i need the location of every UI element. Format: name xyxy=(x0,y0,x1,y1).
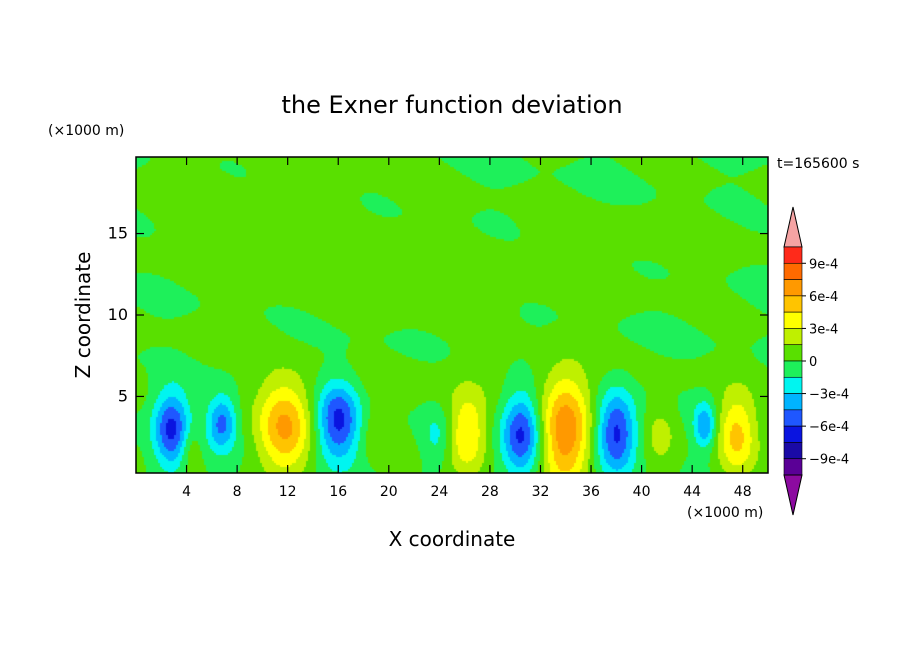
colorbar-label: −6e-4 xyxy=(809,420,849,435)
colorbar-segment xyxy=(783,393,803,411)
colorbar: 9e-4 6e-4 3e-4 0 −3e-4 −6e-4 −9e-4 xyxy=(783,206,849,516)
x-tick-label: 28 xyxy=(481,484,499,500)
colorbar-segment xyxy=(783,344,803,362)
x-axis-ticks: 4 8 12 16 20 24 28 32 36 40 44 48 xyxy=(182,157,752,500)
colorbar-label: 9e-4 xyxy=(809,257,838,272)
x-tick-label: 32 xyxy=(532,484,550,500)
x-tick-label: 16 xyxy=(329,484,347,500)
x-tick-label: 36 xyxy=(582,484,600,500)
colorbar-segment xyxy=(783,279,803,297)
colorbar-label: 3e-4 xyxy=(809,322,838,337)
y-tick-label: 15 xyxy=(108,224,128,243)
x-tick-label: 4 xyxy=(182,484,191,500)
contour-field-canvas xyxy=(136,157,768,473)
colorbar-segment xyxy=(783,376,803,394)
y-axis-label: Z coordinate xyxy=(71,252,95,379)
time-label: t=165600 s xyxy=(777,156,859,172)
colorbar-segment xyxy=(783,311,803,329)
colorbar-segment xyxy=(783,409,803,427)
colorbar-under-triangle xyxy=(783,474,803,516)
colorbar-segment xyxy=(783,262,803,280)
colorbar-segment xyxy=(783,425,803,443)
colorbar-over-triangle xyxy=(783,206,803,248)
x-axis-unit-label: (×1000 m) xyxy=(687,505,763,521)
x-tick-label: 20 xyxy=(380,484,398,500)
y-axis-unit-label: (×1000 m) xyxy=(48,123,124,139)
x-tick-label: 40 xyxy=(633,484,651,500)
x-axis-label: X coordinate xyxy=(389,527,516,551)
colorbar-segment xyxy=(783,295,803,313)
colorbar-label: 0 xyxy=(809,355,817,370)
x-tick-label: 48 xyxy=(734,484,752,500)
colorbar-segment xyxy=(783,442,803,460)
colorbar-segment xyxy=(783,246,803,264)
colorbar-segment xyxy=(783,458,803,476)
chart-title: the Exner function deviation xyxy=(281,91,622,119)
y-tick-label: 10 xyxy=(108,305,128,324)
x-tick-label: 12 xyxy=(279,484,297,500)
colorbar-label: −3e-4 xyxy=(809,388,849,403)
colorbar-segment xyxy=(783,360,803,378)
x-tick-label: 44 xyxy=(683,484,701,500)
x-tick-label: 24 xyxy=(430,484,448,500)
plot-field xyxy=(136,157,768,473)
colorbar-segment xyxy=(783,328,803,346)
y-tick-label: 5 xyxy=(118,386,128,405)
colorbar-label: −9e-4 xyxy=(809,453,849,468)
y-axis-ticks: 5 10 15 xyxy=(108,224,768,405)
x-tick-label: 8 xyxy=(233,484,242,500)
colorbar-label: 6e-4 xyxy=(809,290,838,305)
